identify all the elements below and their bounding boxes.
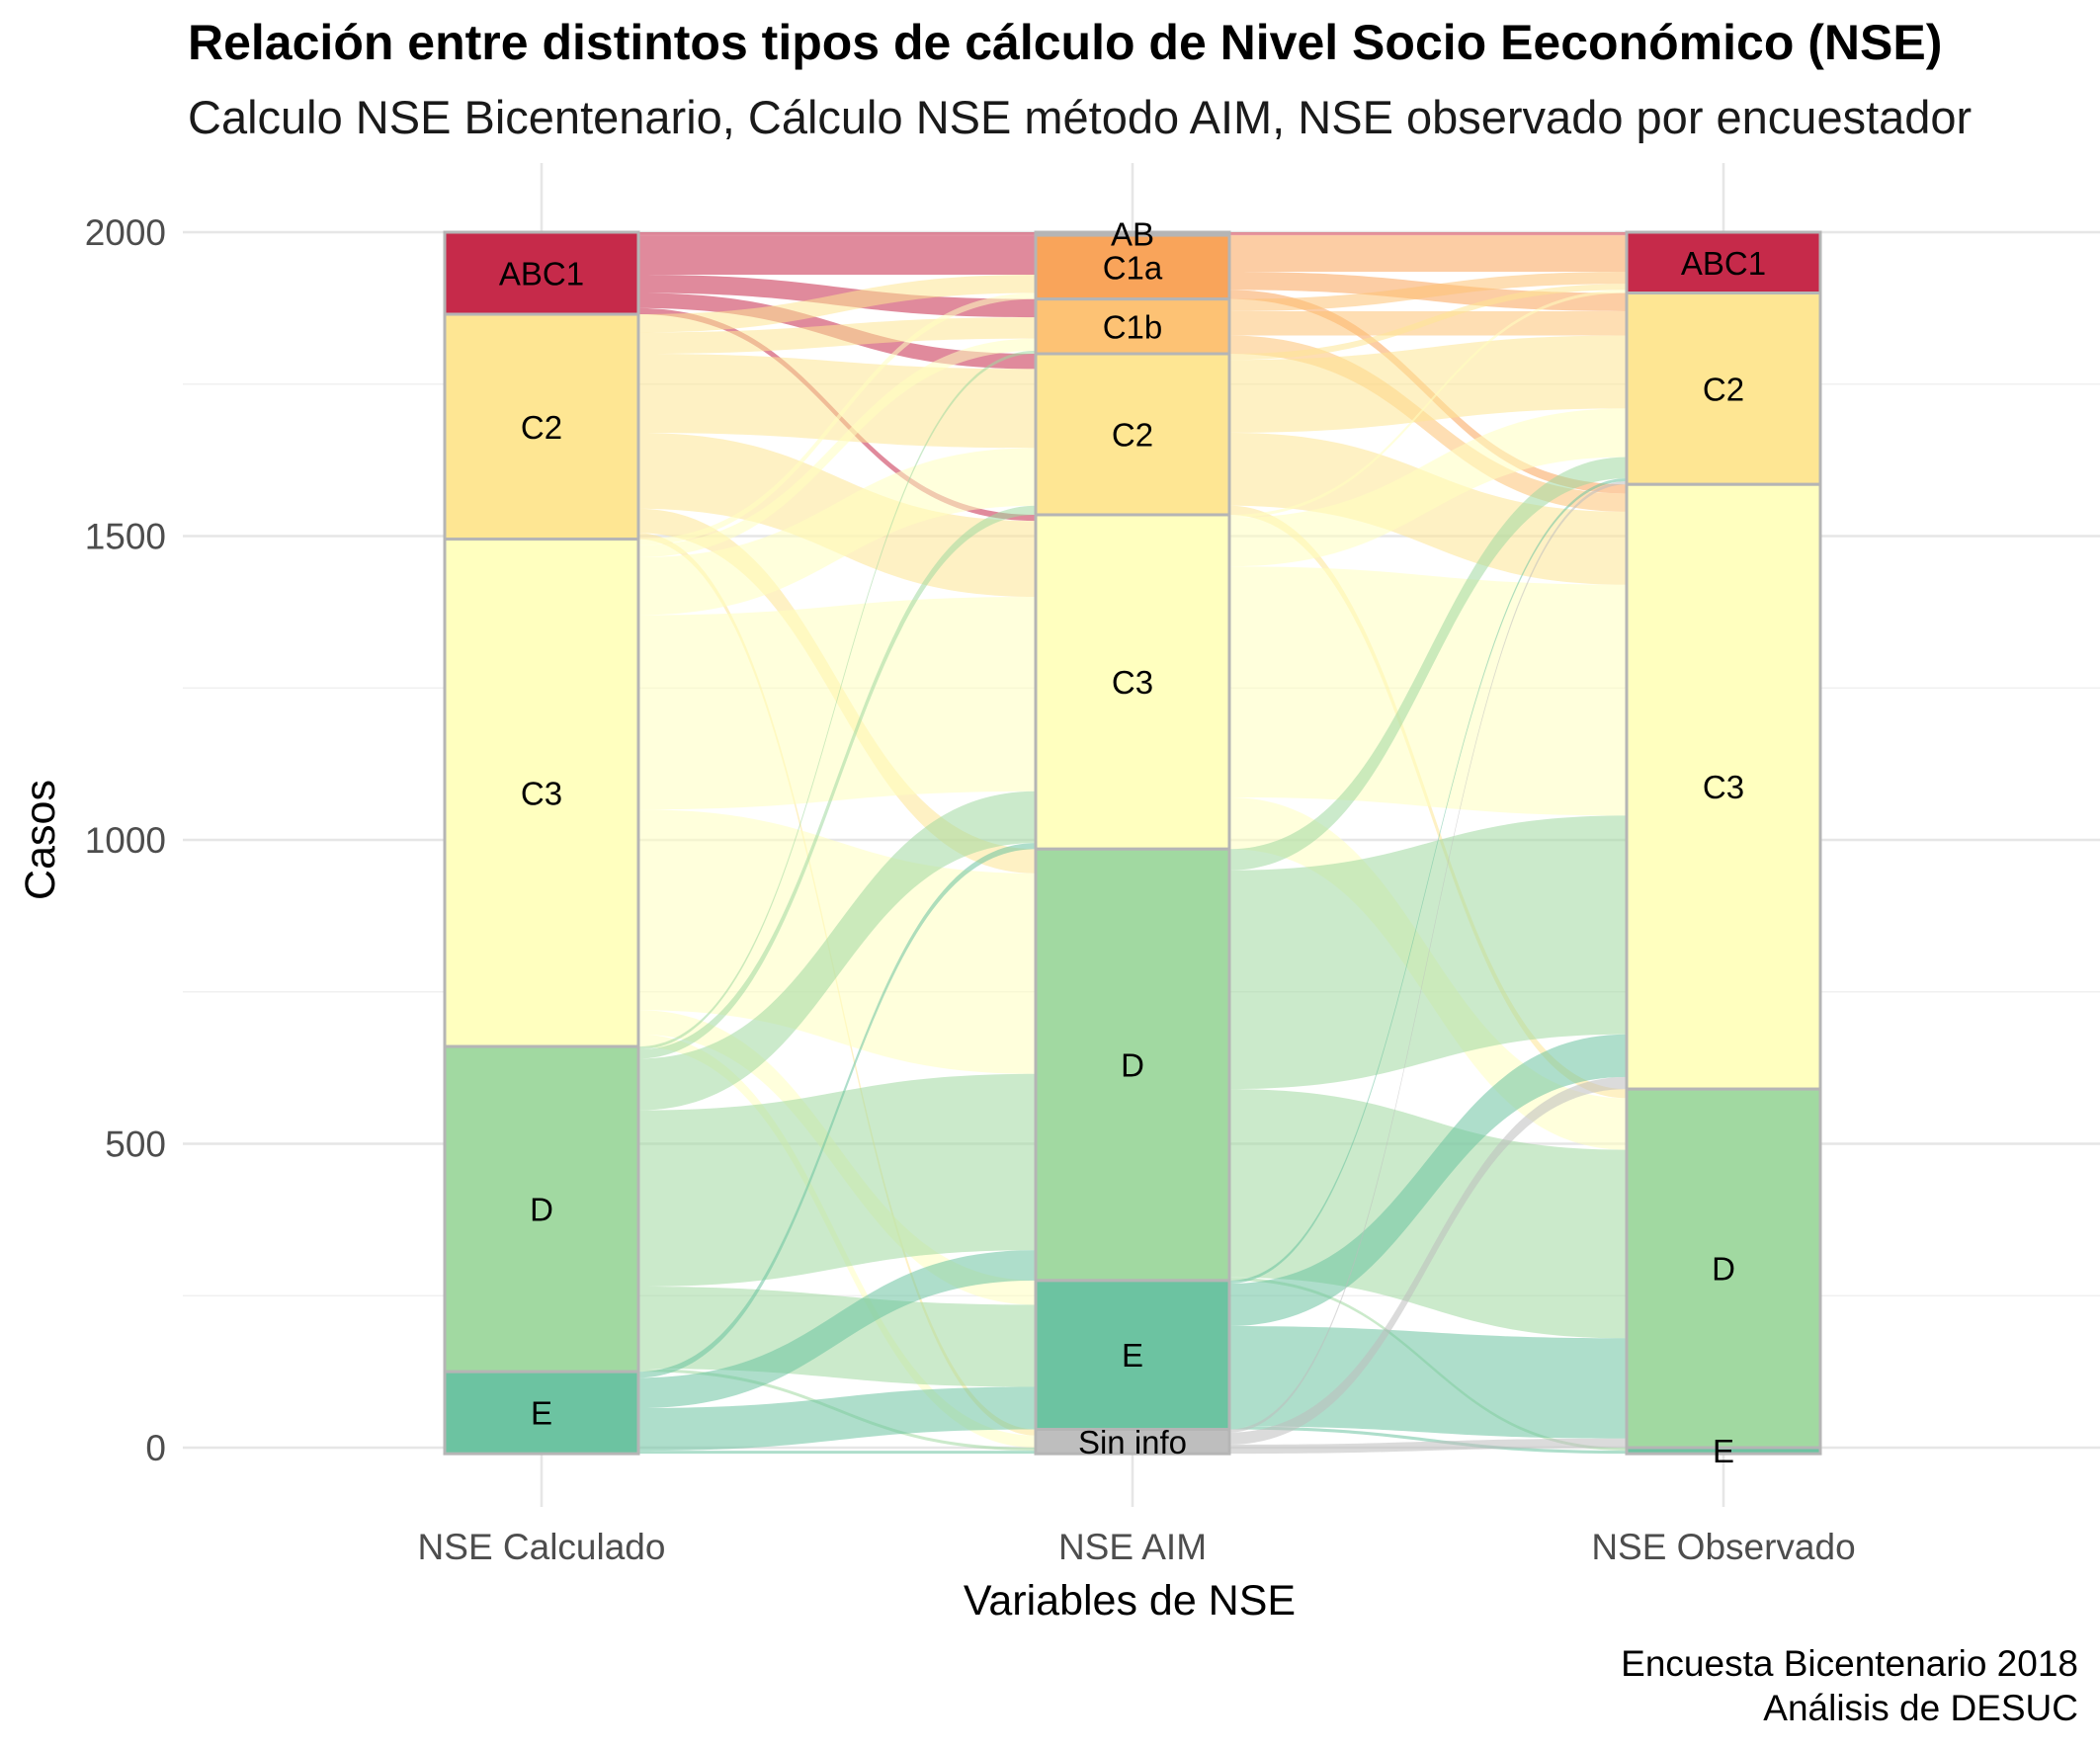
stratum-nse-calculado-c3 [443, 538, 640, 1048]
flow-D-C3 [1229, 815, 1627, 1090]
stratum-nse-aim-e [1034, 1279, 1231, 1432]
stratum-label: E [531, 1395, 552, 1432]
stratum-nse-observado-d [1625, 1087, 1822, 1450]
stratum-label: C3 [1112, 664, 1153, 701]
flow-C3-C2 [638, 448, 1036, 616]
flow-D-D [638, 1073, 1036, 1288]
stratum-label: ABC1 [499, 256, 584, 292]
flow-C2-C1b [638, 317, 1036, 354]
stratum-label: C3 [1703, 769, 1744, 805]
stratum-nse-observado-abc1 [1625, 230, 1822, 294]
flow-Sin info-D [1229, 1438, 1627, 1455]
flow-E-Sin info [638, 1451, 1036, 1455]
stratum-label: E [1713, 1433, 1734, 1469]
stratum-label: D [1712, 1251, 1735, 1288]
stratum-label: C3 [521, 775, 562, 811]
x-axis-title: Variables de NSE [964, 1577, 1296, 1625]
flow-C1b-C3 [1229, 335, 1627, 512]
flow-C2-C1a [638, 275, 1036, 333]
caption-source: Encuesta Bicentenario 2018 [1621, 1643, 2078, 1684]
x-tick-label: NSE Observado [1591, 1527, 1855, 1567]
flow-E-C2 [1229, 478, 1627, 1284]
flow-E-C3 [638, 843, 1036, 1378]
stratum-label: E [1122, 1337, 1143, 1374]
stratum-nse-observado-c2 [1625, 292, 1822, 486]
flow-C2-C2 [1229, 335, 1627, 433]
y-tick-label: 1500 [85, 517, 166, 557]
flow-Sin info-C2 [1229, 481, 1627, 1433]
stratum-label: D [530, 1192, 553, 1228]
flow-C2-ABC1 [1229, 284, 1627, 361]
flow-E-E [1229, 1426, 1627, 1455]
flow-C3-C2 [1229, 408, 1627, 567]
x-tick-label: NSE Calculado [418, 1527, 666, 1567]
stratum-nse-aim-d [1034, 847, 1231, 1283]
stratum-label: AB [1111, 216, 1154, 253]
stratum-nse-observado-e [1625, 1446, 1822, 1456]
flow-D-C3 [638, 791, 1036, 1111]
chart-title: Relación entre distintos tipos de cálcul… [188, 15, 1942, 70]
x-axis-ticks: NSE Calculado NSE AIM NSE Observado [418, 1527, 1856, 1567]
stratum-label: Sin info [1078, 1424, 1187, 1460]
caption-analysis: Análisis de DESUC [1763, 1688, 2078, 1728]
stratum-label: C2 [1112, 416, 1153, 453]
flow-ABC1-AB [638, 232, 1036, 236]
flow-C3-C3 [638, 597, 1036, 810]
stratum-nse-calculado-d [443, 1044, 640, 1374]
y-tick-label: 2000 [85, 212, 166, 253]
stratum-label: C1b [1103, 308, 1163, 345]
flow-E-E [638, 1386, 1036, 1452]
stratum-label: ABC1 [1681, 245, 1766, 282]
stratum-nse-aim-c3 [1034, 513, 1231, 851]
stratum-label: C1a [1103, 249, 1163, 286]
stratum-nse-aim-c2 [1034, 352, 1231, 517]
y-tick-label: 1000 [85, 820, 166, 861]
flow-C1a-ABC1 [1229, 235, 1627, 272]
y-tick-label: 500 [105, 1125, 166, 1165]
stratum-label: D [1121, 1047, 1144, 1084]
flow-D-C2 [1229, 457, 1627, 871]
flow-Sin info-C3 [1229, 1076, 1627, 1445]
stratum-nse-calculado-e [443, 1370, 640, 1456]
flow-AB-ABC1 [1229, 232, 1627, 236]
stratum-nse-calculado-c2 [443, 312, 640, 542]
flow-C3-ABC1 [1229, 290, 1627, 519]
flow-C3-C1a [638, 292, 1036, 545]
y-tick-label: 0 [145, 1428, 166, 1468]
y-axis-ticks: 0 500 1000 1500 2000 [85, 212, 166, 1468]
flow-ABC1-C1a [638, 235, 1036, 276]
x-tick-label: NSE AIM [1058, 1527, 1207, 1567]
stratum-label: C2 [1703, 371, 1744, 407]
flow-E-D [638, 1250, 1036, 1409]
stratum-nse-aim-sin-info [1034, 1428, 1231, 1456]
chart-subtitle: Calculo NSE Bicentenario, Cálculo NSE mé… [188, 91, 1972, 143]
flow-ribbons [638, 232, 1627, 1455]
flow-C3-C3 [1229, 566, 1627, 816]
stratum-nse-observado-c3 [1625, 482, 1822, 1091]
flow-E-D [1229, 1326, 1627, 1439]
stratum-label: C2 [521, 409, 562, 446]
flow-D-C2 [638, 505, 1036, 1059]
flow-C1b-ABC1 [1229, 271, 1627, 311]
flow-E-C3 [1229, 1034, 1627, 1326]
y-axis-title: Casos [17, 780, 64, 900]
flow-D-C1b [638, 350, 1036, 1050]
stratum-nse-aim-c1b [1034, 297, 1231, 356]
flow-C3-C1b [638, 338, 1036, 558]
flow-C2-C2 [638, 354, 1036, 449]
